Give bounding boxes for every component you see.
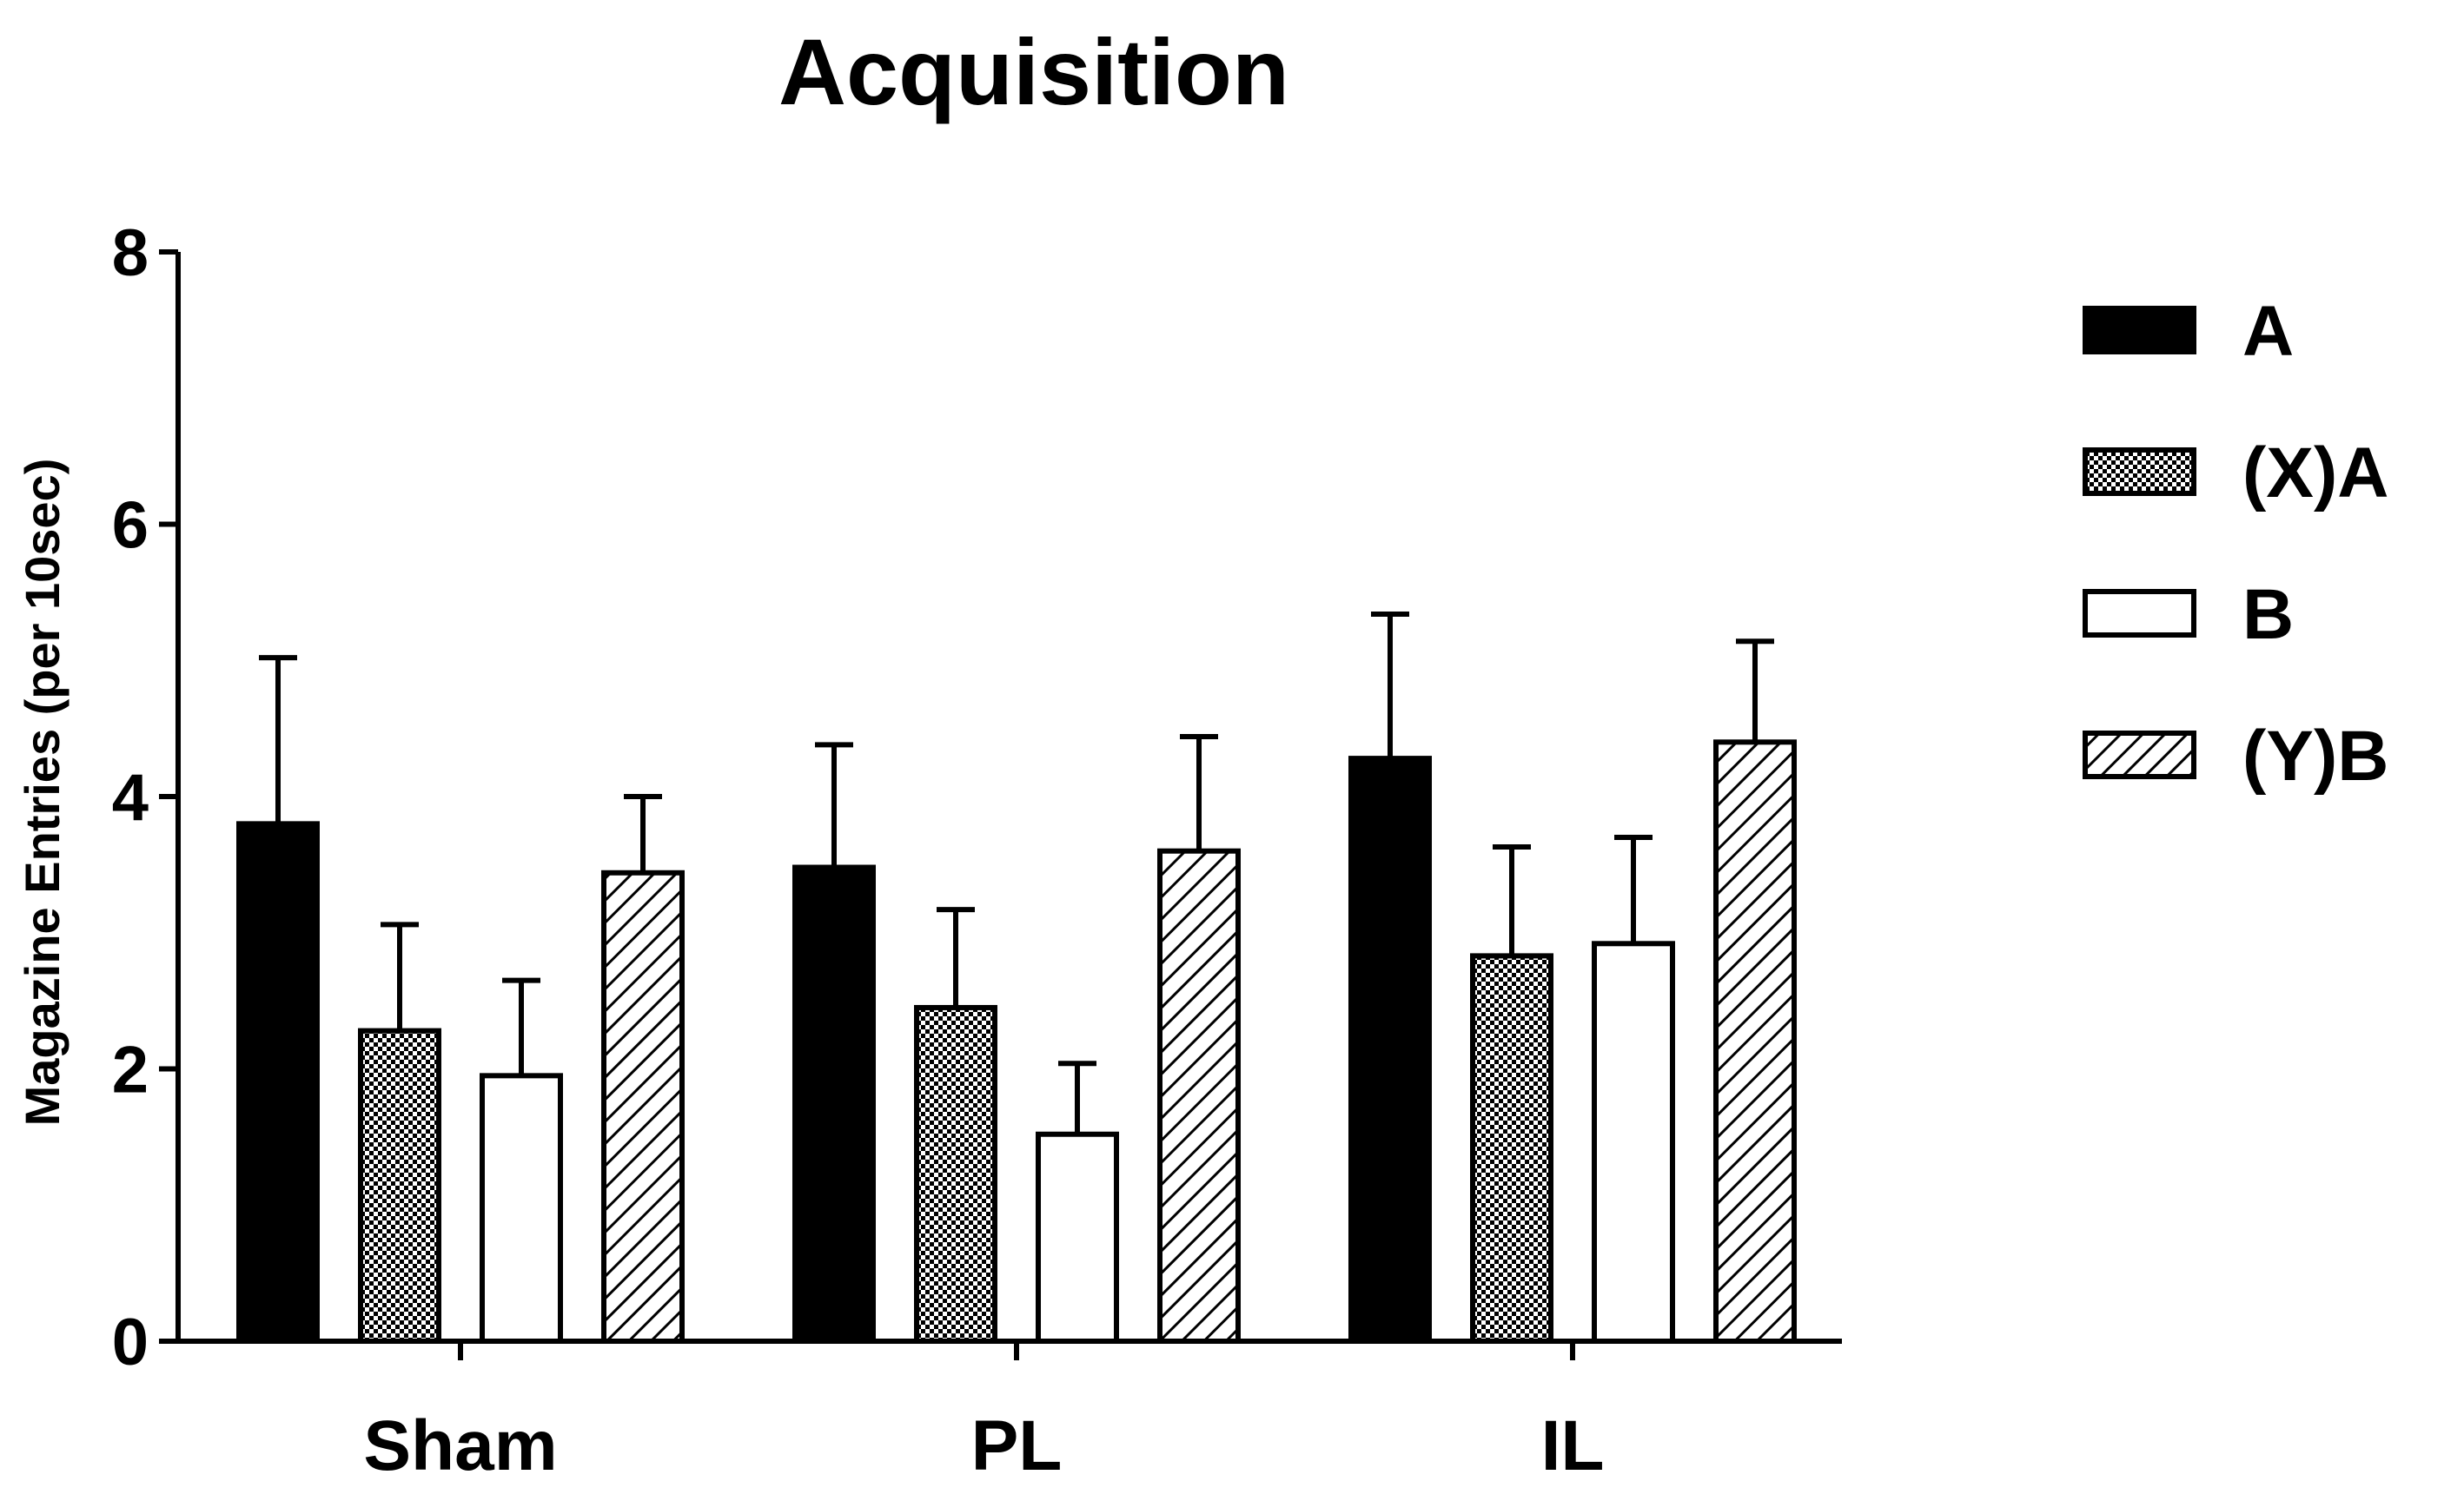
bar <box>601 870 685 1344</box>
bar <box>1713 739 1797 1344</box>
bar <box>1036 1131 1119 1344</box>
bar <box>1592 941 1675 1345</box>
bar <box>480 1073 563 1345</box>
bar <box>358 1028 441 1344</box>
bar <box>792 864 876 1344</box>
legend-label: (X)A <box>2242 433 2389 513</box>
bars <box>236 611 1797 1345</box>
bar <box>1470 953 1553 1344</box>
y-tick-label: 2 <box>112 1034 149 1108</box>
bar <box>1348 756 1432 1344</box>
y-axis-label: Magazine Entries (per 10sec) <box>15 459 70 1127</box>
y-tick-label: 6 <box>112 489 149 563</box>
x-tick-label: PL <box>971 1406 1063 1484</box>
legend-label: A <box>2242 292 2294 371</box>
legend-swatch <box>2083 731 2196 779</box>
legend-swatch <box>2083 589 2196 638</box>
y-tick-label: 8 <box>112 216 149 290</box>
axes: 0 2 4 6 8 Sham PL IL <box>112 216 1842 1485</box>
legend-swatch <box>2083 447 2196 496</box>
legend-label: B <box>2242 575 2294 654</box>
bar <box>914 1004 997 1345</box>
y-tick-label: 0 <box>112 1306 149 1379</box>
legend-swatch <box>2083 306 2196 354</box>
bar <box>236 821 320 1344</box>
x-tick-label: Sham <box>363 1406 557 1484</box>
bar <box>1157 848 1241 1344</box>
y-tick-label: 4 <box>112 761 149 835</box>
x-tick-label: IL <box>1541 1406 1605 1484</box>
legend: A (X)A B (Y)B <box>2083 292 2389 796</box>
chart-title: Acquisition <box>778 19 1289 124</box>
legend-label: (Y)B <box>2242 717 2389 796</box>
